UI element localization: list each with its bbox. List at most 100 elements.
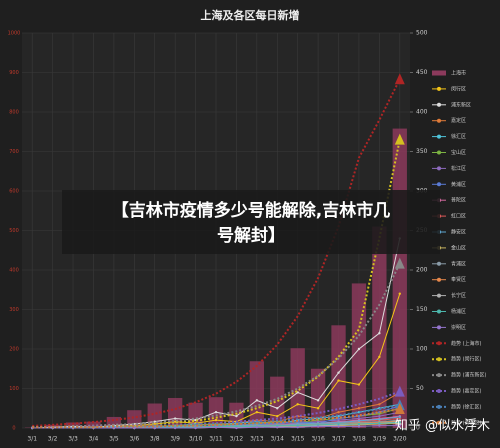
point [173,426,177,430]
legend-label: 松江区 [451,165,466,172]
point [173,420,177,423]
legend: 上海市闵行区浦东新区嘉定区徐汇区宝山区松江区黄浦区普陀区虹口区静安区金山区青浦区… [432,70,487,426]
point [378,414,381,418]
point [357,422,361,426]
y2-tick-label: 450 [416,69,428,76]
legend-label: 宝山区 [451,149,466,156]
legend-label: 趋势 (闵行区) [451,356,482,363]
point [378,355,381,359]
point [316,425,320,428]
x-tick-label: 3/12 [230,436,244,443]
y2-tick-label: 100 [416,346,428,353]
x-tick-label: 3/8 [150,436,160,443]
y-tick-label: 1000 [8,31,21,37]
point [173,417,177,420]
chart-title: 上海及各区每日新增 [201,8,300,22]
point [398,292,401,295]
point [214,411,218,414]
point [255,399,259,402]
y2-tick-label: 200 [416,267,428,274]
point [357,425,361,428]
y-tick-label: 700 [9,149,19,155]
y2-tick-label: 400 [416,109,428,116]
point [276,414,279,418]
point [235,414,238,418]
point [235,426,238,430]
bar [188,402,203,428]
point [378,424,381,427]
y2-tick-label: 0 [416,425,420,432]
point [214,426,218,429]
legend-label: 长宁区 [451,292,466,299]
legend-label: 普陀区 [451,197,466,204]
x-tick-label: 3/1 [27,436,37,443]
point [357,383,361,386]
bar [372,226,387,428]
trend-arrow [394,403,405,415]
x-tick-label: 3/14 [271,436,285,443]
legend-marker [437,261,441,266]
legend-label: 杨浦区 [451,308,466,315]
point [357,407,361,410]
banner-text: 号解封】 [217,225,285,246]
plot: 0 100 200 300 400 500 600 700 800 900 1000 0 50 100 15… [8,30,428,443]
y2-tick-label: 150 [416,306,428,313]
legend-marker [437,389,441,393]
y-tick-label: 200 [9,347,19,353]
x-tick-label: 3/13 [250,436,264,443]
bar [290,348,305,428]
y-tick-label: 800 [9,110,19,116]
x-tick-label: 3/6 [129,436,139,443]
point [337,411,340,414]
point [398,415,401,419]
y2-tick-label: 50 [416,385,424,392]
trend-arrow [394,257,405,269]
legend-label: 徐汇区 [451,133,466,140]
legend-marker [437,134,441,139]
point [378,403,381,406]
point [316,399,320,402]
bar [168,397,183,428]
point [276,426,279,429]
point [255,426,259,429]
y-tick-label: 900 [9,70,19,76]
bar [310,368,326,428]
legend-label: 黄浦区 [451,181,466,188]
point [337,425,340,428]
y-tick-label: 0 [12,426,15,432]
point [153,420,156,423]
x-tick-label: 3/16 [311,436,325,443]
legend-label: 浦东新区 [451,101,471,108]
x-tick-label: 3/10 [189,436,203,443]
point [296,426,299,429]
x-tick-label: 3/5 [109,436,119,443]
x-tick-label: 3/19 [373,436,387,443]
bar [351,283,367,428]
legend-label: 静安区 [451,229,466,236]
point [337,414,340,418]
point [276,407,279,410]
x-tick-label: 3/18 [352,436,366,443]
legend-label: 奉贤区 [451,276,466,283]
x-tick-label: 3/15 [291,436,305,443]
y-tick-label: 500 [9,228,19,234]
bar [106,416,122,428]
y-tick-label: 300 [9,307,19,313]
legend-marker [437,309,441,314]
x-tick-label: 3/2 [48,436,58,443]
legend-marker [437,357,441,362]
bar [249,361,264,428]
trend-arrow [394,385,405,397]
trend-arrow [394,133,405,145]
point [194,426,197,430]
legend-label: 青浦区 [451,260,466,267]
point [398,421,401,424]
point [255,411,259,414]
trend-arrow [394,73,405,85]
point [398,424,401,427]
legend-label: 趋势 (黄浦区) [451,419,482,426]
legend-marker [437,373,441,378]
x-tick-label: 3/17 [332,436,346,443]
point [316,407,320,410]
